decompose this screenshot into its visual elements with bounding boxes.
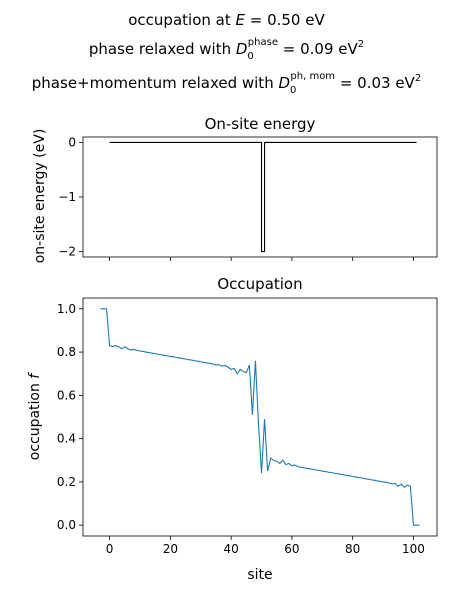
onsite-energy-ytick-label-2: −2	[58, 245, 76, 259]
onsite-energy-frame	[82, 136, 438, 258]
onsite-energy-axes: On-site energy on-site energy (eV) 0 −1 −2	[32, 115, 438, 264]
onsite-energy-ytick-label-0: 0	[68, 135, 76, 149]
occupation-ytick-label-3: 0.6	[57, 388, 76, 402]
occupation-axes: Occupation occupation f site 0 20 40 60 80 10…	[27, 275, 438, 583]
occupation-ylabel-symbol: f	[27, 372, 43, 379]
suptitle-line-2: phase relaxed with D0phase = 0.09 eV2	[89, 37, 364, 62]
suptitle: occupation at E = 0.50 eV phase relaxed …	[32, 11, 421, 96]
occupation-xlabel: site	[247, 567, 272, 583]
onsite-energy-series-line-0	[109, 141, 417, 253]
occupation-xtick-label-100: 100	[402, 542, 425, 556]
occupation-ticks: 0 20 40 60 80 100 0.0 0.2 0.4 0.6 0.8 1.0	[57, 302, 425, 556]
onsite-energy-lines	[109, 141, 417, 253]
occupation-xtick-label-20: 20	[163, 542, 178, 556]
occupation-xtick-label-0: 0	[106, 542, 114, 556]
suptitle-line-3: phase+momentum relaxed with D0ph, mom = …	[32, 71, 421, 96]
occupation-xtick-label-60: 60	[284, 542, 299, 556]
occupation-ytick-label-5: 1.0	[57, 302, 76, 316]
occupation-lines	[100, 308, 420, 526]
occupation-ytick-label-0: 0.0	[57, 518, 76, 532]
occupation-ytick-label-1: 0.2	[57, 475, 76, 489]
occupation-title: Occupation	[217, 275, 302, 293]
onsite-energy-ytick-label-1: −1	[58, 190, 76, 204]
occupation-xtick-label-80: 80	[345, 542, 360, 556]
occupation-ytick-label-2: 0.4	[57, 432, 76, 446]
onsite-energy-title: On-site energy	[205, 115, 316, 133]
occupation-frame	[82, 297, 438, 537]
occupation-series-line-0	[100, 308, 420, 526]
onsite-energy-ticks: 0 −1 −2	[58, 135, 414, 261]
occupation-ylabel: occupation f	[27, 372, 43, 461]
occupation-ytick-label-4: 0.8	[57, 345, 76, 359]
suptitle-line-1: occupation at E = 0.50 eV	[128, 11, 325, 29]
onsite-energy-ylabel: on-site energy (eV)	[32, 129, 48, 264]
occupation-xtick-label-40: 40	[223, 542, 238, 556]
